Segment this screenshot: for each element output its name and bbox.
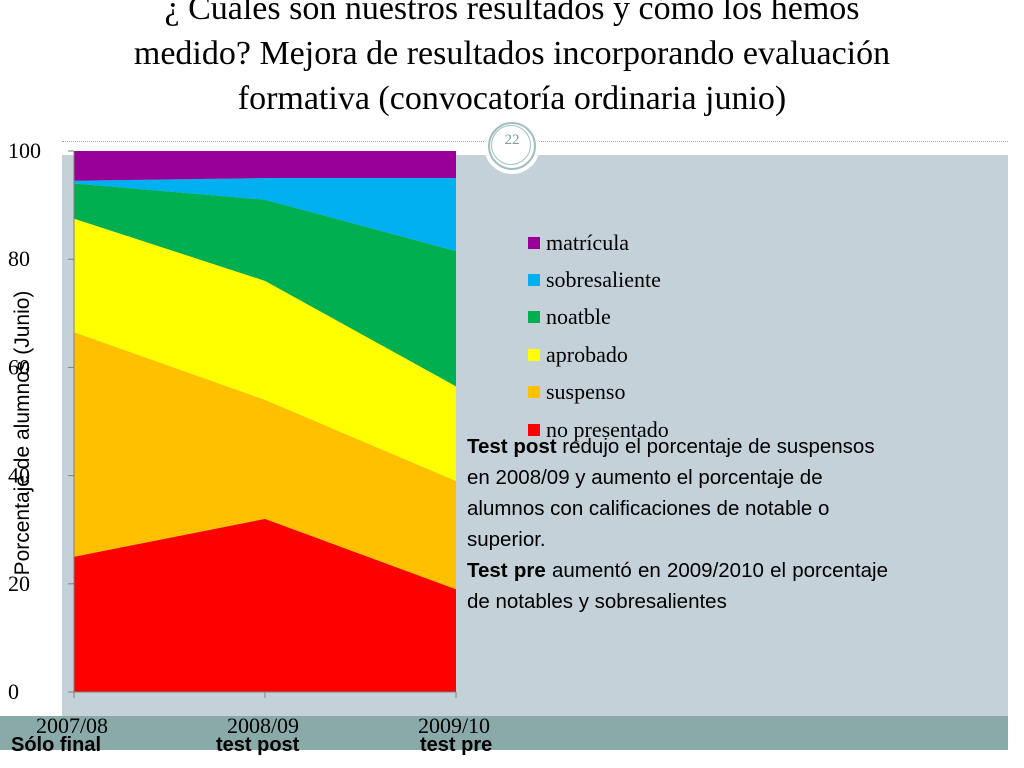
area-no-presentado — [74, 518, 456, 692]
legend-item-no-presentado: no presentado — [528, 411, 768, 448]
legend-swatch — [528, 236, 540, 249]
legend-item-matricula: matrícula — [528, 224, 768, 261]
legend-label: suspenso — [546, 379, 626, 405]
annotation-note: Test post redujo el porcentaje de suspen… — [467, 431, 888, 617]
x-tick-label: 2008/09 — [227, 713, 299, 738]
y-tick-label: 60 — [8, 354, 30, 379]
x-tick-label: 2009/10 — [418, 713, 490, 738]
area-sobresaliente — [74, 178, 456, 252]
legend-item-aprobado: aprobado — [528, 336, 768, 373]
legend-swatch — [528, 274, 540, 287]
y-tick-label: 100 — [8, 138, 41, 163]
note-paragraph: Test post redujo el porcentaje de suspen… — [467, 431, 888, 555]
legend-item-noatble: noatble — [528, 299, 768, 336]
legend-label: noatble — [546, 304, 611, 330]
footer-band — [0, 716, 1008, 750]
title-line: medido? Mejora de resultados incorporand… — [133, 35, 891, 72]
note-text: aumentó en 2009/2010 el porcentaje de no… — [467, 559, 888, 613]
y-axis-title: Porcentaje de alumnos (Junio) — [11, 290, 34, 576]
category-sublabel: Sólo final — [11, 734, 101, 756]
note-text: redujo el porcentaje de suspensos en 200… — [467, 435, 875, 551]
page-number: 22 — [504, 132, 520, 148]
note-keyword: Test pre — [467, 559, 546, 582]
chart-areas — [74, 151, 456, 692]
legend-item-suspenso: suspenso — [528, 374, 768, 411]
legend-swatch — [528, 311, 540, 324]
area-suspenso — [74, 332, 456, 590]
badge-ring — [488, 122, 536, 170]
area-aprobado — [74, 218, 456, 482]
legend-item-sobresaliente: sobresaliente — [528, 261, 768, 298]
y-tick-label: 80 — [8, 246, 30, 271]
chart-axes: 0 20 40 60 80 100 2007/08 2008/09 2009/10 — [8, 138, 490, 738]
category-sublabel: test pre — [420, 734, 493, 756]
legend-swatch — [528, 348, 540, 361]
y-tick-label: 40 — [8, 463, 30, 488]
legend-swatch — [528, 386, 540, 399]
badge-ring — [491, 125, 531, 165]
category-sublabel: test post — [216, 734, 300, 756]
area-noatble — [74, 183, 456, 387]
note-paragraph: Test pre aumentó en 2009/2010 el porcent… — [467, 555, 888, 617]
chart-legend: matrícula sobresaliente noatble aprobado sus… — [528, 224, 768, 448]
note-keyword: Test post — [467, 435, 557, 458]
page-number-badge: 22 — [484, 118, 540, 174]
x-tick-label: 2007/08 — [36, 713, 108, 738]
y-tick-label: 0 — [8, 679, 19, 704]
slide-title: ¿ Cuáles son nuestros resultados y cómo … — [0, 0, 1024, 121]
legend-label: matrícula — [546, 229, 630, 255]
title-line: formativa (convocatoría ordinaria junio) — [237, 80, 787, 117]
legend-swatch — [528, 423, 540, 436]
legend-label: sobresaliente — [546, 267, 661, 293]
legend-label: no presentado — [546, 416, 669, 442]
title-line: ¿ Cuáles son nuestros resultados y cómo … — [164, 0, 860, 27]
area-matricula — [74, 151, 456, 181]
legend-label: aprobado — [546, 341, 628, 367]
y-tick-label: 20 — [8, 571, 30, 596]
